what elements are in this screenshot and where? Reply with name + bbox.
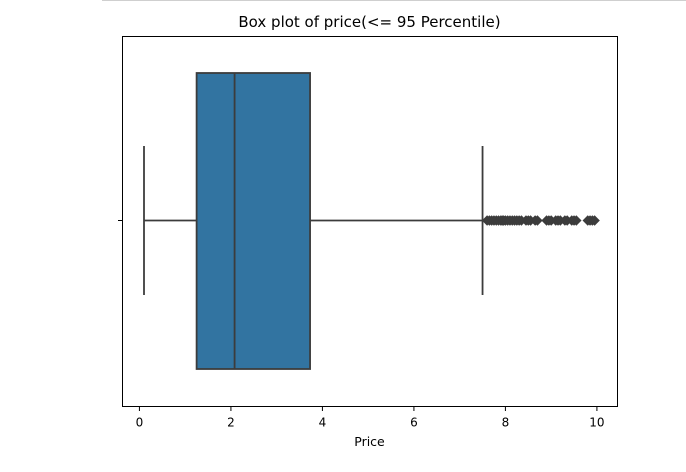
x-tick-label: 8 [502, 416, 510, 430]
interquartile-box [195, 72, 311, 370]
x-axis: 0 2 4 6 8 10 [136, 406, 605, 430]
x-tick-label: 2 [227, 416, 235, 430]
outlier-point [532, 215, 543, 226]
x-tick-label: 10 [589, 416, 604, 430]
x-tick-label: 6 [410, 416, 418, 430]
chart-marks [143, 72, 600, 370]
chart-title: Box plot of price(<= 95 Percentile) [238, 13, 500, 31]
x-tick-label: 4 [319, 416, 327, 430]
x-axis-label: Price [354, 434, 385, 449]
window-top-border [102, 0, 686, 1]
outlier-point [571, 215, 582, 226]
plot-area-frame [122, 36, 618, 407]
x-tick-label: 0 [136, 416, 144, 430]
outlier-point [589, 215, 600, 226]
